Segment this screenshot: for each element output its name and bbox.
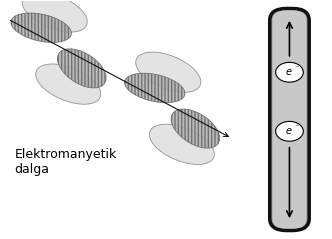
- Circle shape: [276, 62, 303, 82]
- Ellipse shape: [136, 52, 201, 92]
- Ellipse shape: [11, 13, 71, 43]
- Text: ⁻: ⁻: [295, 122, 299, 131]
- Ellipse shape: [57, 49, 106, 88]
- Ellipse shape: [124, 73, 185, 103]
- FancyBboxPatch shape: [272, 10, 306, 229]
- Text: e: e: [285, 126, 291, 136]
- Ellipse shape: [22, 0, 87, 32]
- FancyBboxPatch shape: [270, 8, 309, 231]
- Ellipse shape: [149, 124, 214, 164]
- Text: Elektromanyetik
dalga: Elektromanyetik dalga: [15, 148, 117, 176]
- Text: e: e: [285, 67, 291, 77]
- Ellipse shape: [171, 109, 220, 148]
- Circle shape: [276, 121, 303, 141]
- Ellipse shape: [36, 64, 101, 104]
- Text: ⁻: ⁻: [295, 63, 299, 72]
